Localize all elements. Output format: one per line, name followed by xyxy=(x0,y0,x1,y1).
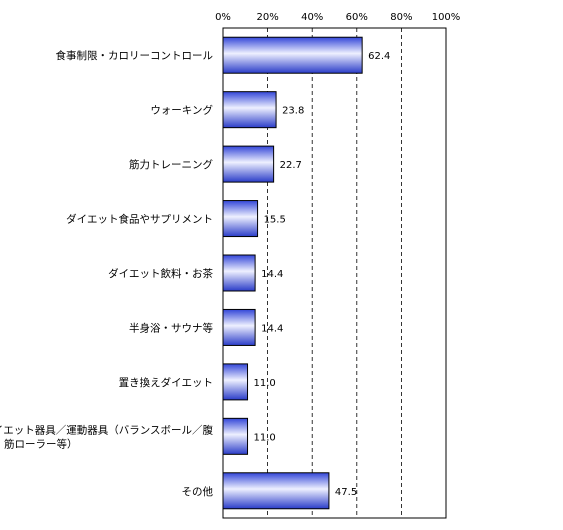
category-label: ウォーキング xyxy=(150,104,213,117)
category-label: ダイエット食品やサプリメント xyxy=(66,213,213,226)
x-tick-label: 40% xyxy=(301,12,323,23)
bar xyxy=(222,308,256,346)
bar-value-label: 15.5 xyxy=(264,215,286,226)
bar xyxy=(222,145,275,183)
bar-value-label: 47.5 xyxy=(335,487,357,498)
bar xyxy=(222,254,256,292)
category-label: 置き換えダイエット xyxy=(119,376,213,389)
bar-value-label: 62.4 xyxy=(368,51,390,62)
category-label: ダイエット器具／運動器具（バランスボール／腹 xyxy=(0,423,213,436)
category-labels: 食事制限・カロリーコントロールウォーキング筋力トレーニングダイエット食品やサプリ… xyxy=(0,49,213,498)
value-labels: 62.4 23.8 22.7 15.5 14.4 14.4 11.0 11.0 47.5 xyxy=(254,51,391,498)
category-label: 筋力トレーニング xyxy=(129,158,213,171)
bar-value-label: 11.0 xyxy=(254,378,276,389)
bar-value-label: 11.0 xyxy=(254,432,276,443)
bar xyxy=(222,363,249,401)
x-tick-label: 100% xyxy=(432,12,461,23)
category-label: ダイエット飲料・お茶 xyxy=(108,267,213,280)
category-label: 半身浴・サウナ等 xyxy=(129,321,213,334)
bar-value-label: 23.8 xyxy=(282,106,304,117)
category-label: その他 xyxy=(182,485,214,498)
category-label: 食事制限・カロリーコントロール xyxy=(56,49,214,62)
bar-value-label: 14.4 xyxy=(261,269,283,280)
x-axis-ticks: 0% 20% 40% 60% 80% 100% xyxy=(215,12,460,23)
x-tick-label: 60% xyxy=(346,12,368,23)
bar xyxy=(222,472,330,510)
bar-value-label: 22.7 xyxy=(280,160,302,171)
bar-value-label: 14.4 xyxy=(261,323,283,334)
x-tick-label: 20% xyxy=(256,12,278,23)
x-tick-label: 0% xyxy=(215,12,231,23)
bars xyxy=(222,36,363,510)
bar xyxy=(222,91,277,129)
bar xyxy=(222,417,249,455)
category-label: 筋ローラー等） xyxy=(4,437,78,450)
bar xyxy=(222,36,363,74)
gridlines xyxy=(267,28,402,518)
x-tick-label: 80% xyxy=(390,12,412,23)
bar xyxy=(222,200,259,238)
